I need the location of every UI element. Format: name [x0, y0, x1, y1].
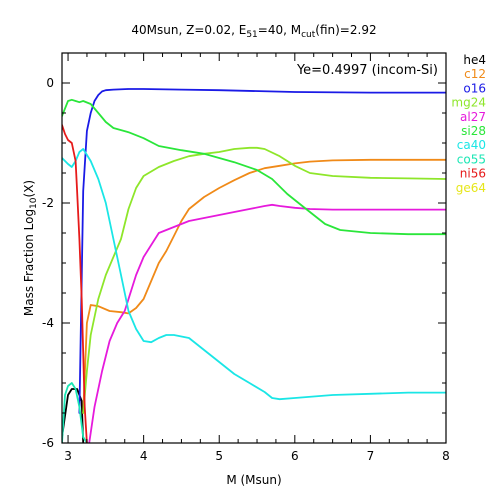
x-tick-label: 5 [215, 449, 223, 463]
legend-entry-ca40: ca40 [457, 138, 486, 152]
plot-frame [61, 52, 447, 444]
x-tick-label: 7 [367, 449, 375, 463]
legend-entry-c12: c12 [464, 67, 486, 81]
series-line-ca40 [62, 148, 446, 401]
series-line-co55 [62, 382, 88, 443]
y-tick-label: -4 [42, 316, 54, 330]
x-tick-label: 6 [291, 449, 299, 463]
legend-entry-ni56: ni56 [460, 167, 486, 181]
axis-ticks: 3 4 5 6 7 8 0 -2 -4 -6 [42, 52, 450, 463]
legend-entry-si28: si28 [461, 124, 486, 138]
series-line-o16 [78, 88, 446, 414]
series-line-ni56 [62, 124, 88, 443]
y-tick-label: -2 [42, 196, 54, 210]
legend-entry-al27: al27 [460, 110, 486, 124]
series-line-mg24 [82, 146, 446, 414]
series-line-al27 [88, 203, 446, 443]
x-tick-label: 8 [442, 449, 450, 463]
y-axis-label: Mass Fraction Log10(X) [22, 180, 39, 316]
y-tick-label: 0 [46, 76, 54, 90]
y-tick-label: -6 [42, 436, 54, 450]
legend-entry-mg24: mg24 [451, 96, 486, 110]
legend-entry-co55: co55 [457, 152, 486, 166]
legend-entry-ge64: ge64 [456, 181, 486, 195]
legend-entry-he4: he4 [463, 53, 486, 67]
x-tick-label: 4 [140, 449, 148, 463]
chart-title: 40Msun, Z=0.02, E51=40, Mcut(fin)=2.92 [131, 23, 376, 40]
series-layer [62, 88, 446, 443]
legend-entry-o16: o16 [463, 81, 486, 95]
series-line-c12 [82, 158, 446, 414]
x-axis-label: M (Msun) [226, 473, 281, 487]
x-tick-label: 3 [64, 449, 72, 463]
annotation-ye: Ye=0.4997 (incom-Si) [296, 63, 438, 78]
series-line-he4 [62, 388, 85, 443]
series-line-si28 [62, 98, 446, 236]
